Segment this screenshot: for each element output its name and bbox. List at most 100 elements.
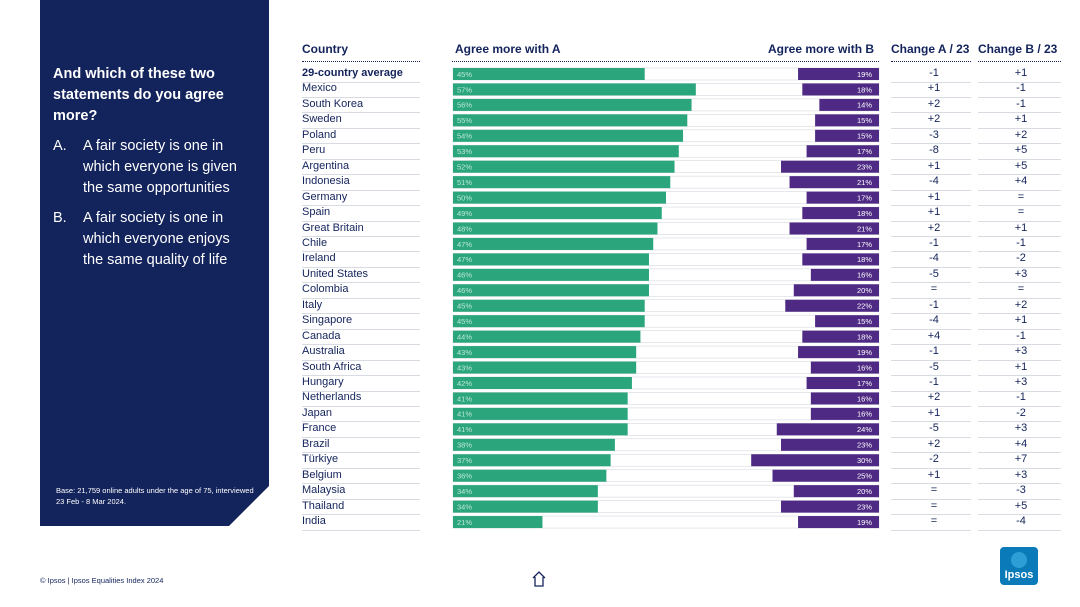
change-b-value: +1: [1014, 314, 1028, 327]
row-divider: [978, 236, 1061, 237]
bar-agree-a: [453, 83, 696, 96]
row-divider: [302, 344, 420, 346]
bar-agree-b-label: 24%: [857, 425, 872, 434]
row-divider: [302, 529, 420, 531]
bar-agree-b: [819, 98, 879, 111]
row-divider: [302, 498, 420, 500]
country-label: France: [302, 422, 337, 435]
home-icon[interactable]: [532, 570, 546, 588]
change-a-value: +1: [927, 190, 941, 203]
bar-track: [452, 114, 880, 127]
bar-track: [452, 484, 880, 498]
bar-track: [452, 67, 880, 81]
change-b-value: +1: [1014, 221, 1028, 234]
bar-agree-b: [806, 145, 879, 158]
change-b-value: -1: [1016, 391, 1026, 404]
bar-agree-a-label: 37%: [457, 456, 472, 465]
bar-agree-b-label: 23%: [857, 502, 872, 511]
change-a-value: -3: [929, 128, 939, 141]
change-b-value: +1: [1014, 67, 1028, 79]
row-divider: [302, 158, 420, 160]
row-divider: [978, 328, 1061, 330]
change-a-value: -1: [929, 345, 939, 358]
bar-agree-b: [793, 485, 879, 498]
change-a-value: =: [930, 515, 938, 528]
row-divider: [891, 344, 971, 346]
bar-agree-a: [453, 330, 641, 343]
bar-agree-a: [453, 516, 543, 529]
row-divider: [891, 158, 971, 160]
change-b-value: +3: [1014, 267, 1028, 280]
change-b-value: =: [1017, 283, 1025, 296]
bar-agree-a-label: 44%: [457, 332, 472, 341]
bar-agree-b-label: 23%: [857, 163, 872, 172]
change-a-value: +1: [927, 159, 941, 172]
country-label: United States: [302, 267, 369, 280]
row-divider: [978, 467, 1061, 469]
row-divider: [891, 313, 971, 315]
change-b-value: +5: [1014, 159, 1028, 172]
base-note: Base: 21,759 online adults under the age…: [56, 486, 254, 506]
row-divider: [891, 328, 971, 330]
country-label: Great Britain: [302, 221, 364, 234]
row-divider: [891, 359, 971, 361]
bar-track: [452, 253, 880, 266]
row-divider: [302, 436, 420, 438]
bar-agree-a: [453, 207, 662, 220]
row-divider: [978, 405, 1061, 407]
change-b-value: +3: [1014, 422, 1028, 435]
row-divider: [891, 375, 971, 377]
bar-agree-a: [453, 176, 671, 189]
change-a-value: -5: [929, 267, 939, 280]
change-a-value: +2: [927, 97, 941, 110]
row-divider: [891, 297, 971, 299]
bar-agree-b: [785, 299, 879, 312]
bar-agree-a-label: 47%: [457, 240, 472, 249]
row-divider: [978, 313, 1061, 315]
row-divider: [891, 452, 971, 454]
row-divider: [978, 143, 1061, 145]
row-divider: [978, 452, 1061, 454]
bar-agree-a-label: 38%: [457, 441, 472, 450]
bar-agree-a: [453, 299, 645, 312]
bar-track: [452, 83, 880, 96]
bar-agree-b-label: 19%: [857, 70, 872, 79]
bar-track: [452, 283, 880, 297]
row-divider: [891, 236, 971, 237]
bar-agree-a: [453, 485, 598, 498]
change-a-value: -1: [929, 67, 939, 79]
change-b-value: +3: [1014, 345, 1028, 358]
row-divider: [978, 359, 1061, 361]
row-divider: [891, 189, 971, 191]
bar-track: [452, 299, 880, 313]
statement-a-letter: A.: [53, 138, 67, 154]
bar-agree-b: [793, 284, 879, 297]
change-a-value: +2: [927, 221, 941, 234]
country-label: Brazil: [302, 437, 330, 450]
row-divider: [978, 112, 1061, 114]
change-b-value: -3: [1016, 484, 1026, 497]
bar-agree-a-label: 49%: [457, 209, 472, 218]
bar-agree-b: [776, 423, 879, 436]
bar-agree-a-label: 46%: [457, 286, 472, 295]
country-label: India: [302, 515, 326, 528]
bar-agree-a: [453, 129, 684, 142]
bar-track: [452, 175, 880, 189]
bar-agree-b: [806, 237, 879, 250]
bar-agree-b-label: 15%: [857, 132, 872, 141]
bar-agree-b-label: 16%: [857, 410, 872, 419]
bar-agree-b: [815, 129, 879, 142]
bar-track: [452, 330, 880, 343]
change-b-value: +1: [1014, 113, 1028, 126]
statement-b-text: A fair society is one in which everyone …: [83, 210, 230, 268]
bar-agree-a: [453, 222, 658, 235]
change-a-value: -4: [929, 314, 939, 327]
country-label: Sweden: [302, 113, 342, 126]
row-divider: [891, 81, 971, 83]
row-divider: [891, 467, 971, 469]
bar-agree-b-label: 17%: [857, 379, 872, 388]
bar-agree-b-label: 18%: [857, 255, 872, 264]
change-a-value: +1: [927, 206, 941, 219]
row-divider: [891, 112, 971, 114]
bar-track: [452, 438, 880, 452]
